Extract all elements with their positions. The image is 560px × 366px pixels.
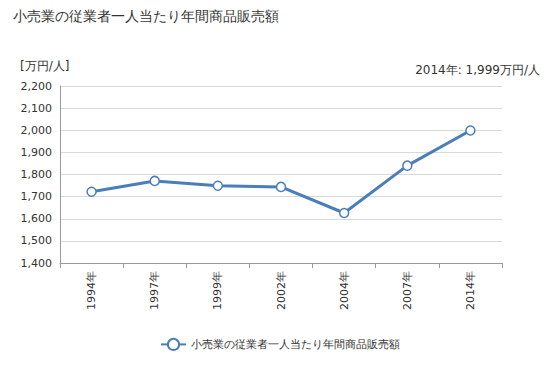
svg-text:小売業の従業者一人当たり年間商品販売額: 小売業の従業者一人当たり年間商品販売額 bbox=[191, 338, 400, 351]
svg-text:小売業の従業者一人当たり年間商品販売額: 小売業の従業者一人当たり年間商品販売額 bbox=[13, 8, 279, 24]
svg-text:2002年: 2002年 bbox=[275, 271, 288, 310]
svg-text:1,800: 1,800 bbox=[21, 168, 53, 181]
svg-text:2,200: 2,200 bbox=[21, 80, 53, 93]
svg-text:1,700: 1,700 bbox=[21, 190, 53, 203]
svg-text:[万円/人]: [万円/人] bbox=[20, 59, 69, 73]
svg-text:2004年: 2004年 bbox=[338, 271, 351, 310]
svg-text:1,600: 1,600 bbox=[21, 212, 53, 225]
svg-text:1,900: 1,900 bbox=[21, 146, 53, 159]
svg-text:1997年: 1997年 bbox=[148, 271, 161, 310]
svg-text:2,000: 2,000 bbox=[21, 124, 53, 137]
svg-text:1994年: 1994年 bbox=[85, 271, 98, 310]
svg-text:1999年: 1999年 bbox=[211, 271, 224, 310]
svg-text:2007年: 2007年 bbox=[401, 271, 414, 310]
svg-text:2,100: 2,100 bbox=[21, 102, 53, 115]
svg-text:1,500: 1,500 bbox=[21, 234, 53, 247]
svg-text:2014年: 2014年 bbox=[464, 271, 477, 310]
svg-text:2014年: 1,999万円/人: 2014年: 1,999万円/人 bbox=[415, 63, 540, 77]
svg-text:1,400: 1,400 bbox=[21, 257, 53, 270]
